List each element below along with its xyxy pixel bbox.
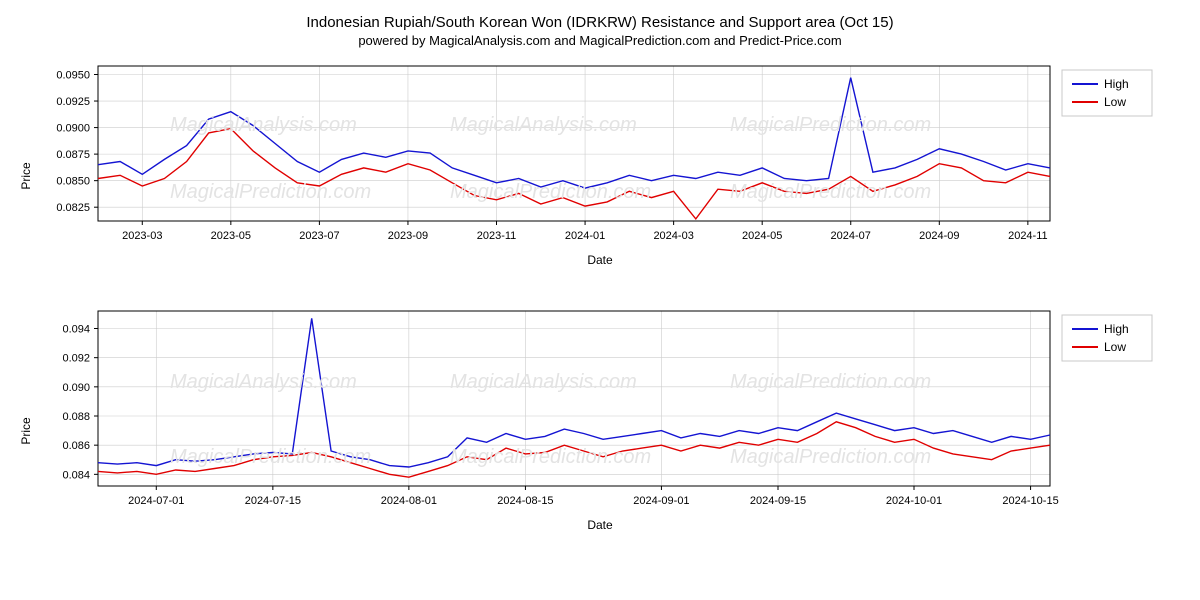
svg-text:0.0850: 0.0850 — [56, 176, 90, 188]
svg-text:2023-09: 2023-09 — [388, 230, 428, 242]
svg-text:2024-09-15: 2024-09-15 — [750, 495, 806, 507]
svg-text:2023-11: 2023-11 — [477, 230, 517, 242]
svg-text:2024-07-15: 2024-07-15 — [245, 495, 301, 507]
svg-text:0.090: 0.090 — [62, 382, 90, 394]
top-chart-svg: 0.0825 0.0850 0.0875 0.0900 0.0925 0.0950 2023… — [20, 56, 1180, 251]
svg-text:2024-10-15: 2024-10-15 — [1002, 495, 1058, 507]
svg-text:2024-08-15: 2024-08-15 — [497, 495, 553, 507]
chart-title: Indonesian Rupiah/South Korean Won (IDRK… — [20, 14, 1180, 31]
xlabel-bottom: Date — [20, 518, 1180, 532]
svg-text:0.092: 0.092 — [62, 353, 90, 365]
svg-text:0.0950: 0.0950 — [56, 69, 90, 81]
chart-subtitle: powered by MagicalAnalysis.com and Magic… — [20, 33, 1180, 48]
bottom-chart-svg: 0.084 0.086 0.088 0.090 0.092 0.094 2024-07-01… — [20, 301, 1180, 516]
svg-text:2024-08-01: 2024-08-01 — [381, 495, 437, 507]
svg-text:2023-03: 2023-03 — [122, 230, 162, 242]
svg-text:2023-07: 2023-07 — [299, 230, 339, 242]
ylabel-bottom: Price — [19, 417, 33, 444]
svg-text:0.0875: 0.0875 — [56, 149, 90, 161]
svg-text:2023-05: 2023-05 — [211, 230, 251, 242]
svg-text:2024-05: 2024-05 — [742, 230, 782, 242]
chart-container: Indonesian Rupiah/South Korean Won (IDRK… — [0, 0, 1200, 600]
svg-text:0.086: 0.086 — [62, 440, 90, 452]
bottom-chart-panel: Price MagicalAnalysis.com MagicalAnalysi… — [20, 301, 1180, 546]
svg-text:2024-03: 2024-03 — [653, 230, 693, 242]
svg-text:2024-07: 2024-07 — [831, 230, 871, 242]
svg-text:Low: Low — [1104, 340, 1126, 354]
svg-text:High: High — [1104, 77, 1129, 91]
svg-text:2024-09: 2024-09 — [919, 230, 959, 242]
svg-text:0.094: 0.094 — [62, 324, 90, 336]
svg-text:2024-10-01: 2024-10-01 — [886, 495, 942, 507]
svg-text:0.0900: 0.0900 — [56, 123, 90, 135]
svg-text:Low: Low — [1104, 95, 1126, 109]
svg-text:2024-07-01: 2024-07-01 — [128, 495, 184, 507]
xlabel-top: Date — [20, 253, 1180, 267]
svg-text:0.088: 0.088 — [62, 411, 90, 423]
svg-text:2024-11: 2024-11 — [1008, 230, 1048, 242]
svg-text:High: High — [1104, 322, 1129, 336]
svg-text:2024-09-01: 2024-09-01 — [633, 495, 689, 507]
svg-text:0.0825: 0.0825 — [56, 202, 90, 214]
top-chart-panel: Price MagicalAnalysis.com MagicalAnalysi… — [20, 56, 1180, 281]
ylabel-top: Price — [19, 162, 33, 189]
svg-text:2024-01: 2024-01 — [565, 230, 605, 242]
svg-text:0.084: 0.084 — [62, 469, 90, 481]
svg-text:0.0925: 0.0925 — [56, 96, 90, 108]
